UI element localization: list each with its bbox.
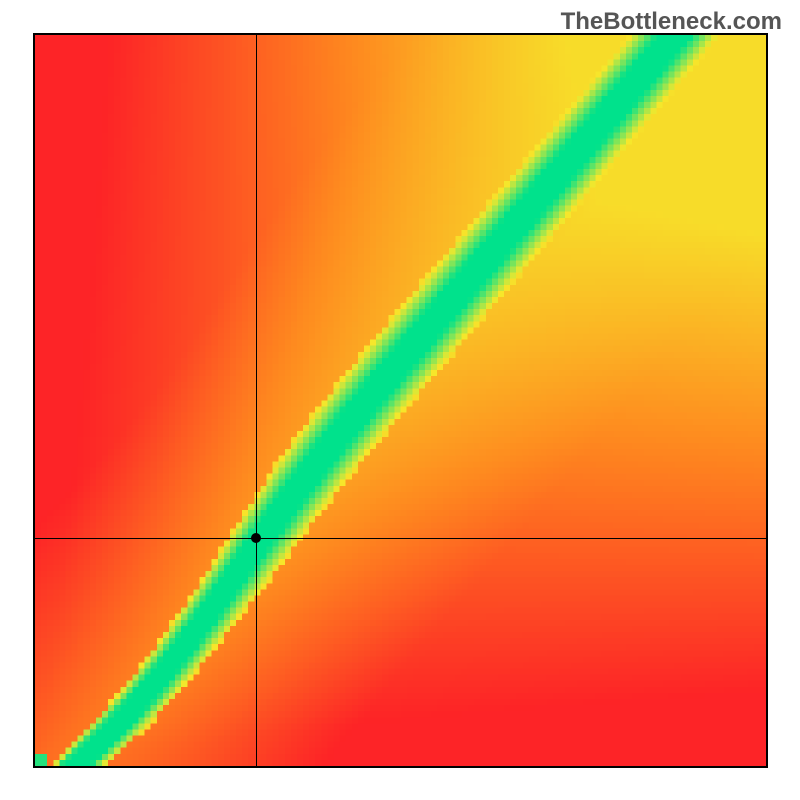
plot-area	[35, 35, 766, 766]
marker-dot	[251, 533, 261, 543]
watermark-text: TheBottleneck.com	[561, 8, 782, 36]
crosshair-vertical	[256, 35, 257, 766]
plot-frame	[33, 33, 768, 768]
crosshair-horizontal	[35, 538, 766, 539]
chart-container: TheBottleneck.com	[0, 0, 800, 800]
heatmap-canvas	[35, 35, 766, 766]
